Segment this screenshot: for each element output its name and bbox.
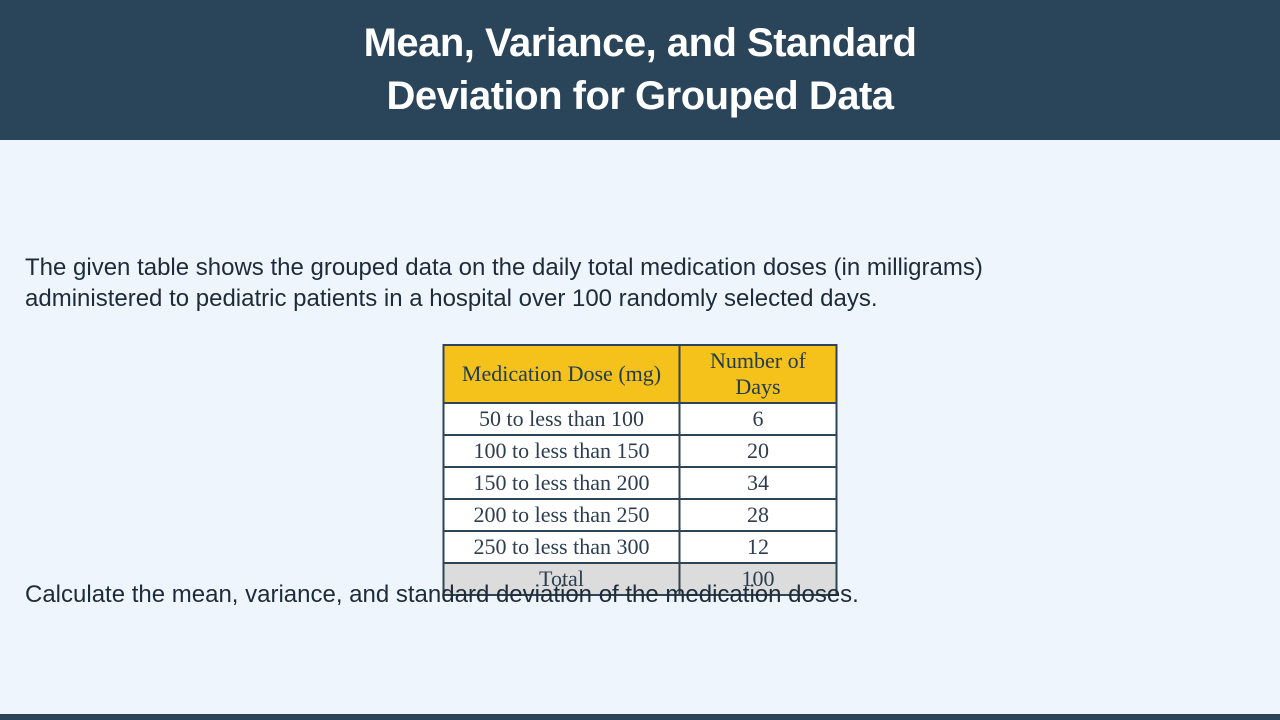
table-row: 200 to less than 250 28 xyxy=(442,498,838,532)
days-count-cell: 6 xyxy=(678,402,838,436)
days-count-cell: 34 xyxy=(678,466,838,500)
table-row: 150 to less than 200 34 xyxy=(442,466,838,500)
dose-range-cell: 100 to less than 150 xyxy=(442,434,681,468)
dose-range-cell: 250 to less than 300 xyxy=(442,530,681,564)
slide-title-banner: Mean, Variance, and Standard Deviation f… xyxy=(0,0,1280,140)
total-label-cell: Total xyxy=(442,562,681,596)
column-header-number-of-days: Number of Days xyxy=(678,344,838,404)
total-value-cell: 100 xyxy=(678,562,838,596)
medication-dose-table: Medication Dose (mg) Number of Days 50 t… xyxy=(442,344,838,596)
days-count-cell: 20 xyxy=(678,434,838,468)
table-total-row: Total 100 xyxy=(442,562,838,596)
slide-title-line-2: Deviation for Grouped Data xyxy=(386,74,894,118)
dose-range-cell: 150 to less than 200 xyxy=(442,466,681,500)
column-header-medication-dose: Medication Dose (mg) xyxy=(442,344,681,404)
dose-range-cell: 200 to less than 250 xyxy=(442,498,681,532)
days-count-cell: 28 xyxy=(678,498,838,532)
question-text: Calculate the mean, variance, and standa… xyxy=(25,581,859,608)
days-count-cell: 12 xyxy=(678,530,838,564)
table-row: 50 to less than 100 6 xyxy=(442,402,838,436)
intro-line-2: administered to pediatric patients in a … xyxy=(25,285,878,312)
table-header-row: Medication Dose (mg) Number of Days xyxy=(442,344,838,404)
dose-range-cell: 50 to less than 100 xyxy=(442,402,681,436)
intro-line-1: The given table shows the grouped data o… xyxy=(25,254,983,281)
intro-paragraph: The given table shows the grouped data o… xyxy=(25,252,1255,314)
table-row: 250 to less than 300 12 xyxy=(442,530,838,564)
slide-title-line-1: Mean, Variance, and Standard xyxy=(363,21,917,65)
footer-bar xyxy=(0,714,1280,720)
table-row: 100 to less than 150 20 xyxy=(442,434,838,468)
